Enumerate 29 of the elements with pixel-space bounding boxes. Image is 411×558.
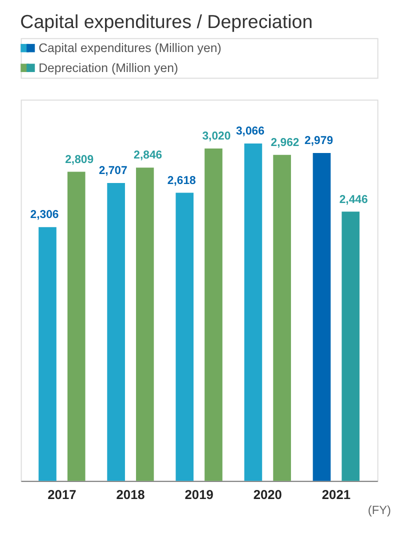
x-tick-label: 2019	[184, 487, 214, 502]
x-tick-label: 2017	[48, 487, 76, 502]
data-label: 2,809	[65, 154, 94, 166]
x-tick-label: 2018	[116, 487, 145, 502]
data-label: 3,066	[236, 126, 264, 138]
bar	[107, 182, 125, 481]
data-label: 2,962	[270, 136, 300, 149]
data-label: 3,020	[202, 130, 231, 143]
bar	[342, 212, 360, 481]
x-axis-title: (FY)	[368, 503, 392, 518]
bar	[273, 154, 291, 481]
data-label: 2,306	[30, 209, 59, 222]
chart-title: Capital expenditures / Depreciation	[20, 10, 313, 32]
bar	[204, 148, 222, 481]
bar	[176, 192, 194, 481]
bar	[136, 168, 154, 481]
x-tick-label: 2020	[253, 487, 282, 502]
x-tick-label: 2021	[322, 487, 350, 502]
data-label: 2,446	[339, 194, 368, 206]
bar	[244, 143, 262, 481]
bar	[312, 153, 331, 481]
legend-label: Depreciation (Million yen)	[38, 60, 178, 75]
data-label: 2,846	[134, 150, 162, 162]
data-label: 2,618	[167, 174, 196, 187]
data-label: 2,979	[304, 135, 334, 148]
bar	[67, 172, 86, 481]
legend-label: Capital expenditures (Million yen)	[38, 41, 222, 56]
bar	[38, 227, 56, 481]
data-label: 2,707	[98, 165, 128, 178]
